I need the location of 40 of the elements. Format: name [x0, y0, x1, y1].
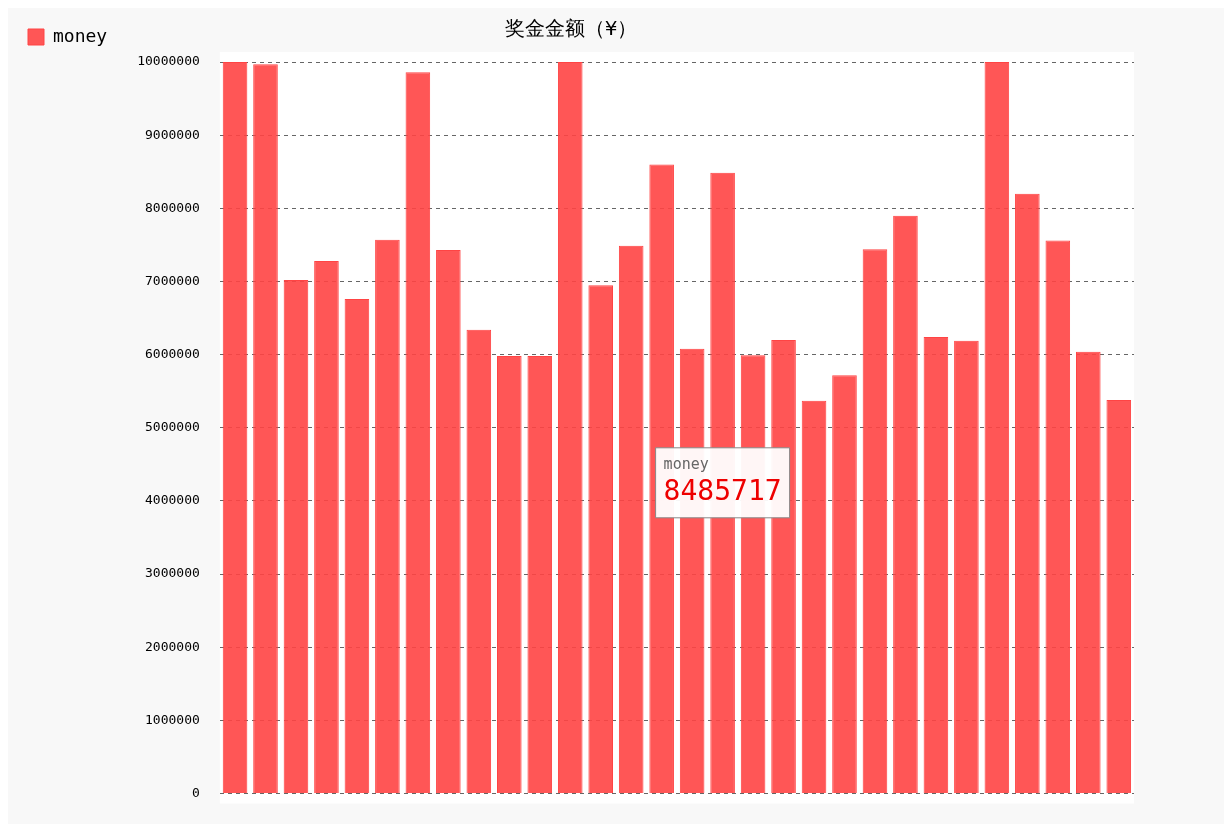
bar [832, 375, 857, 794]
bar [801, 400, 827, 794]
bar [1075, 351, 1101, 794]
bar [954, 340, 979, 794]
y-tick-label: 5000000 [145, 419, 200, 435]
bar [893, 215, 918, 794]
bar [923, 337, 949, 794]
y-tick-label: 1000000 [145, 711, 200, 727]
bar [283, 280, 309, 794]
chart-title: 奖金金额（¥） [504, 16, 638, 41]
data-label: 8485717 [663, 473, 782, 507]
bar [618, 245, 644, 794]
bar [862, 249, 888, 794]
y-tick-label: 8000000 [145, 199, 200, 215]
legend-label: money [53, 24, 108, 46]
y-tick-label: 6000000 [145, 346, 200, 362]
bar [436, 250, 461, 794]
bar [1045, 240, 1071, 794]
text: money [663, 454, 709, 473]
bar [1015, 193, 1040, 794]
bar [466, 329, 492, 794]
bar [344, 299, 370, 794]
bar [588, 285, 614, 794]
y-tick-label: 7000000 [145, 272, 200, 288]
bar [527, 356, 553, 794]
bar [405, 72, 431, 794]
bar [557, 62, 583, 794]
bar [1106, 400, 1132, 794]
y-tick-label: 0 [191, 784, 200, 800]
bar [253, 64, 278, 794]
y-tick-label: 10000000 [137, 53, 200, 69]
y-tick-label: 9000000 [145, 126, 200, 142]
y-tick-label: 2000000 [145, 638, 200, 654]
bar [222, 62, 248, 794]
bar [496, 356, 522, 794]
bar [314, 261, 339, 794]
y-tick-label: 3000000 [145, 565, 200, 581]
bar [375, 239, 400, 794]
y-tick-label: 4000000 [145, 492, 200, 508]
bar [984, 62, 1010, 794]
